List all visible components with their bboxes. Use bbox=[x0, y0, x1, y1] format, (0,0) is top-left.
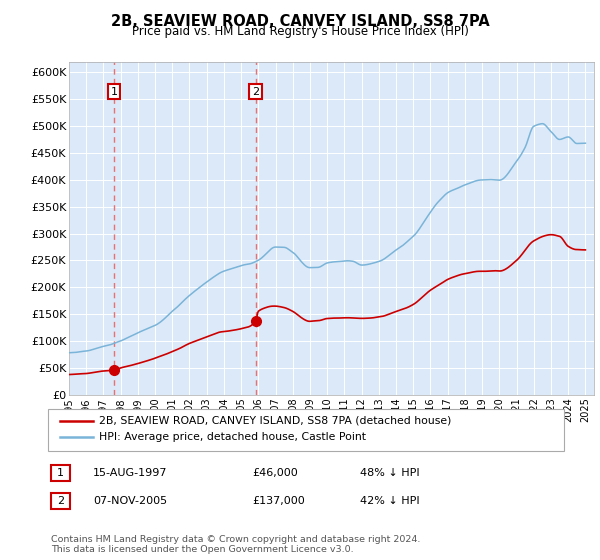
Text: 42% ↓ HPI: 42% ↓ HPI bbox=[360, 496, 419, 506]
Text: 07-NOV-2005: 07-NOV-2005 bbox=[93, 496, 167, 506]
Text: 1: 1 bbox=[110, 87, 118, 96]
Text: 2: 2 bbox=[252, 87, 259, 96]
Text: 2B, SEAVIEW ROAD, CANVEY ISLAND, SS8 7PA (detached house): 2B, SEAVIEW ROAD, CANVEY ISLAND, SS8 7PA… bbox=[99, 416, 451, 426]
Text: £46,000: £46,000 bbox=[252, 468, 298, 478]
Text: Price paid vs. HM Land Registry's House Price Index (HPI): Price paid vs. HM Land Registry's House … bbox=[131, 25, 469, 38]
Text: 48% ↓ HPI: 48% ↓ HPI bbox=[360, 468, 419, 478]
Text: £137,000: £137,000 bbox=[252, 496, 305, 506]
Text: Contains HM Land Registry data © Crown copyright and database right 2024.
This d: Contains HM Land Registry data © Crown c… bbox=[51, 535, 421, 554]
Text: 2: 2 bbox=[57, 496, 64, 506]
Text: 2B, SEAVIEW ROAD, CANVEY ISLAND, SS8 7PA: 2B, SEAVIEW ROAD, CANVEY ISLAND, SS8 7PA bbox=[110, 14, 490, 29]
Text: 15-AUG-1997: 15-AUG-1997 bbox=[93, 468, 167, 478]
Text: HPI: Average price, detached house, Castle Point: HPI: Average price, detached house, Cast… bbox=[99, 432, 366, 442]
Text: 1: 1 bbox=[57, 468, 64, 478]
